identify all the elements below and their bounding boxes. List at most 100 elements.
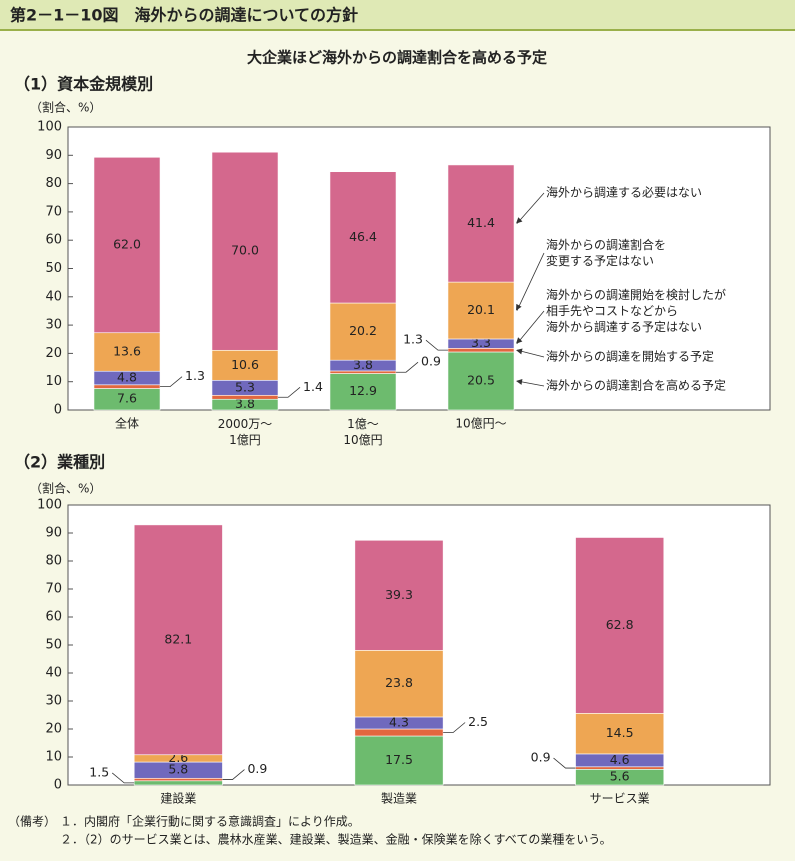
bar-segment <box>354 539 444 651</box>
legend-arrowhead <box>516 303 522 311</box>
value-label: 0.9 <box>247 761 267 776</box>
y-tick-label: 30 <box>45 318 62 333</box>
y-tick-label: 20 <box>45 722 62 737</box>
y-tick-label: 50 <box>45 638 62 653</box>
value-label: 4.8 <box>117 370 137 385</box>
value-label: 1.3 <box>185 368 205 383</box>
value-label: 0.9 <box>421 354 441 369</box>
bar-segment <box>133 777 223 782</box>
value-label: 13.6 <box>113 343 141 358</box>
value-label: 46.4 <box>349 229 377 244</box>
value-label: 1.3 <box>403 332 423 347</box>
value-label: 23.8 <box>385 675 413 690</box>
value-label: 5.6 <box>610 769 630 784</box>
leader-line <box>160 376 183 388</box>
leader-line <box>425 339 448 351</box>
legend-entry: 海外からの調達割合を高める予定 <box>546 378 726 393</box>
y-tick-label: 50 <box>45 261 62 276</box>
bar-segment <box>211 349 279 381</box>
y-tick-label: 10 <box>45 374 62 389</box>
plot-area <box>67 126 771 411</box>
bar-segment <box>211 151 279 351</box>
value-label: 82.1 <box>164 631 192 646</box>
legend-entry: 海外から調達する必要はない <box>546 185 702 200</box>
figure-title: 第2－1－10図 海外からの調達についての方針 <box>10 6 358 25</box>
x-tick-label: 建設業 <box>160 791 196 806</box>
legend-arrowhead <box>516 348 523 355</box>
legend-arrowhead <box>516 378 523 385</box>
value-label: 0.9 <box>531 750 551 765</box>
bar-segment <box>329 171 397 304</box>
y-tick-label: 90 <box>45 526 62 541</box>
legend-arrowhead <box>516 337 523 344</box>
value-label: 70.0 <box>231 243 259 258</box>
bar-segment <box>354 650 444 718</box>
y-tick-label: 0 <box>54 403 62 418</box>
value-label: 1.5 <box>89 764 109 779</box>
bar-segment <box>211 394 279 400</box>
bar-segment <box>354 728 444 737</box>
bar-segment <box>575 713 665 755</box>
legend-arrow <box>516 310 545 344</box>
y-tick-label: 40 <box>45 289 62 304</box>
legend-arrowhead <box>516 217 523 224</box>
y-tick-label: 70 <box>45 204 62 219</box>
bar-segment <box>447 351 515 411</box>
value-label: 2.5 <box>468 714 488 729</box>
value-label: 4.6 <box>610 752 630 767</box>
legend-entry: 海外からの調達開始を検討したが相手先やコストなどから海外から調達する予定はない <box>546 287 726 334</box>
value-label: 3.8 <box>235 396 255 411</box>
leader-line <box>443 722 466 733</box>
y-tick-label: 80 <box>45 176 62 191</box>
subtitle: 大企業ほど海外からの調達割合を高める予定 <box>247 49 547 67</box>
y-tick-label: 80 <box>45 554 62 569</box>
value-label: 7.6 <box>117 391 137 406</box>
bar-segment <box>93 332 161 372</box>
value-label: 1.4 <box>303 379 323 394</box>
y-tick-label: 60 <box>45 233 62 248</box>
leader-line <box>278 386 301 398</box>
y-tick-label: 40 <box>45 666 62 681</box>
value-label: 14.5 <box>606 725 634 740</box>
value-label: 39.3 <box>385 587 413 602</box>
value-label: 5.8 <box>168 762 188 777</box>
bar-segment <box>447 164 515 283</box>
value-label: 20.2 <box>349 323 377 338</box>
y-tick-label: 90 <box>45 148 62 163</box>
x-tick-label: 10億円～ <box>455 417 506 431</box>
y-tick-label: 100 <box>37 498 62 513</box>
value-label: 62.0 <box>113 237 141 252</box>
value-label: 20.5 <box>467 372 495 387</box>
legend-arrow <box>516 252 545 311</box>
y-tick-label: 20 <box>45 346 62 361</box>
section-title: （2）業種別 <box>14 453 105 472</box>
value-label: 17.5 <box>385 752 413 767</box>
leader-line <box>222 769 245 780</box>
legend-arrow <box>516 192 545 224</box>
y-axis-label: （割合、%） <box>30 481 101 496</box>
notes-label: （備考） <box>8 814 56 829</box>
bar-segment <box>93 384 161 389</box>
y-tick-label: 10 <box>45 750 62 765</box>
value-label: 3.8 <box>353 357 373 372</box>
bar-segment <box>133 524 223 756</box>
y-tick-label: 70 <box>45 582 62 597</box>
bar-segment <box>133 780 223 786</box>
y-tick-label: 30 <box>45 694 62 709</box>
leader-line <box>553 757 576 769</box>
value-label: 10.6 <box>231 357 259 372</box>
legend-entry: 海外からの調達を開始する予定 <box>546 349 714 364</box>
leader-line <box>111 772 135 784</box>
bar-segment <box>329 302 397 361</box>
leader-line <box>396 361 419 373</box>
legend-entry: 海外からの調達割合を変更する予定はない <box>546 237 666 268</box>
bar-segment <box>93 156 161 334</box>
value-label: 62.8 <box>606 617 634 632</box>
x-tick-label: 製造業 <box>381 792 417 806</box>
x-tick-label: 1億～ 10億円 <box>343 417 382 447</box>
bar-segment <box>447 281 515 340</box>
y-tick-label: 100 <box>37 120 62 135</box>
header-band <box>0 0 795 30</box>
bar-segment <box>575 537 665 714</box>
